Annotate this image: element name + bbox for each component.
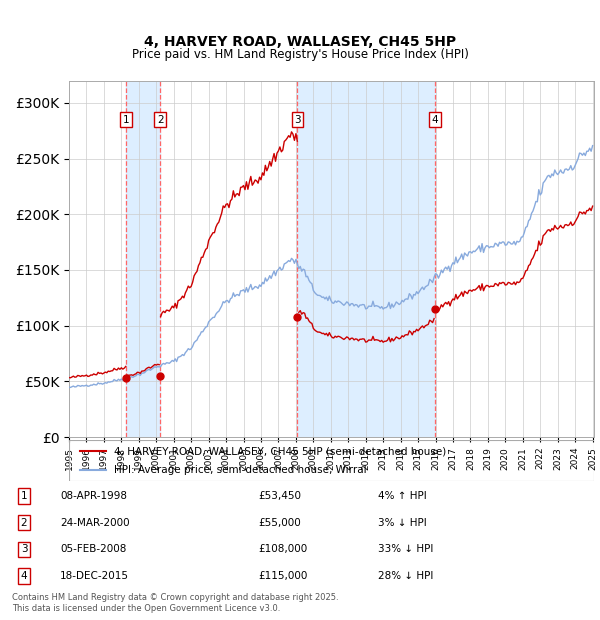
Text: Contains HM Land Registry data © Crown copyright and database right 2025.
This d: Contains HM Land Registry data © Crown c… — [12, 593, 338, 613]
Text: £53,450: £53,450 — [258, 491, 301, 501]
Text: 1: 1 — [20, 491, 28, 501]
Point — [155, 371, 165, 381]
Text: 4, HARVEY ROAD, WALLASEY, CH45 5HP (semi-detached house): 4, HARVEY ROAD, WALLASEY, CH45 5HP (semi… — [113, 446, 446, 456]
Text: 4: 4 — [20, 571, 28, 581]
Text: £115,000: £115,000 — [258, 571, 307, 581]
Text: £108,000: £108,000 — [258, 544, 307, 554]
Text: 3: 3 — [20, 544, 28, 554]
Text: 33% ↓ HPI: 33% ↓ HPI — [378, 544, 433, 554]
Bar — [126, 81, 160, 437]
Text: HPI: Average price, semi-detached house, Wirral: HPI: Average price, semi-detached house,… — [113, 466, 366, 476]
Text: 24-MAR-2000: 24-MAR-2000 — [60, 518, 130, 528]
Text: 05-FEB-2008: 05-FEB-2008 — [60, 544, 127, 554]
Text: 4, HARVEY ROAD, WALLASEY, CH45 5HP: 4, HARVEY ROAD, WALLASEY, CH45 5HP — [144, 35, 456, 49]
Point — [293, 312, 302, 322]
Text: 08-APR-1998: 08-APR-1998 — [60, 491, 127, 501]
Text: 28% ↓ HPI: 28% ↓ HPI — [378, 571, 433, 581]
Bar — [298, 81, 435, 437]
Text: 4: 4 — [431, 115, 438, 125]
Text: 3% ↓ HPI: 3% ↓ HPI — [378, 518, 427, 528]
Point — [121, 373, 131, 383]
Text: 1: 1 — [123, 115, 130, 125]
Text: Price paid vs. HM Land Registry's House Price Index (HPI): Price paid vs. HM Land Registry's House … — [131, 48, 469, 61]
Point — [430, 304, 440, 314]
Text: 4% ↑ HPI: 4% ↑ HPI — [378, 491, 427, 501]
Text: 2: 2 — [20, 518, 28, 528]
Text: 2: 2 — [157, 115, 164, 125]
Text: 3: 3 — [294, 115, 301, 125]
Text: £55,000: £55,000 — [258, 518, 301, 528]
Text: 18-DEC-2015: 18-DEC-2015 — [60, 571, 129, 581]
